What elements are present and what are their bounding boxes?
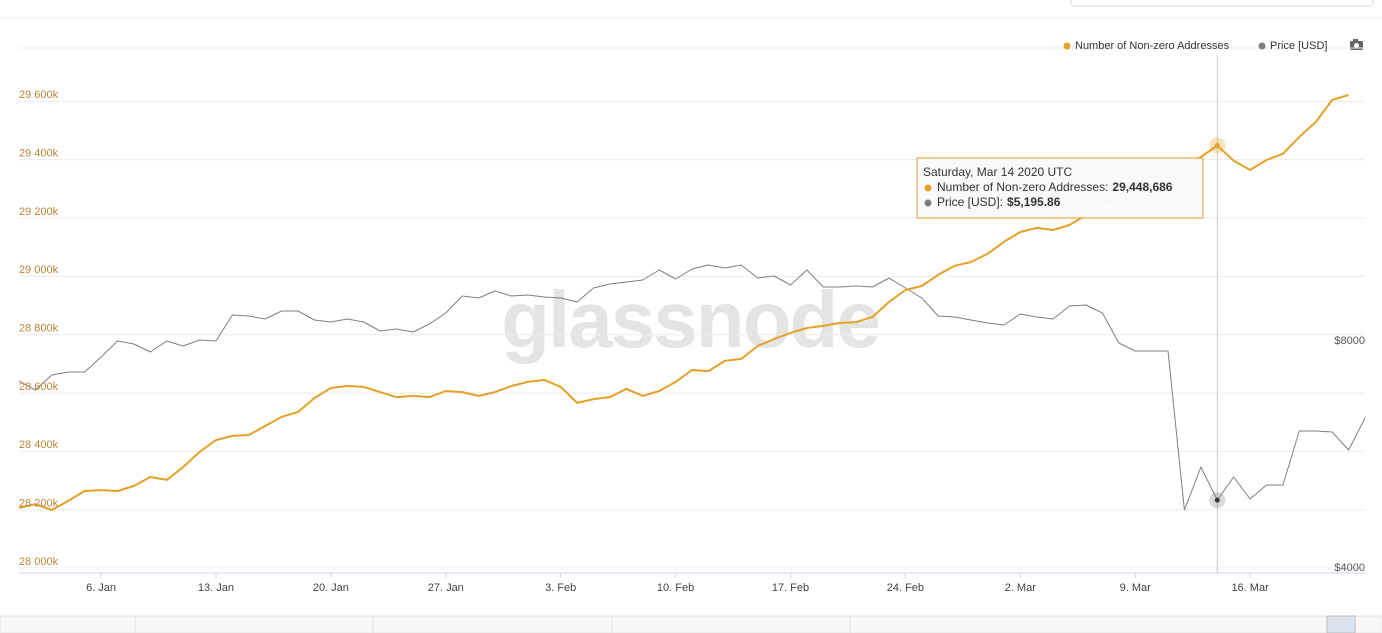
tooltip-value: $5,195.86 (1007, 195, 1061, 209)
x-tick-label: 13. Jan (198, 582, 234, 594)
legend-label[interactable]: Price [USD] (1270, 40, 1327, 52)
x-tick-label: 3. Feb (545, 582, 576, 594)
legend-marker (1063, 42, 1071, 50)
y-tick-label: 28 800k (19, 323, 59, 335)
legend-label[interactable]: Number of Non-zero Addresses (1075, 40, 1230, 52)
y-tick-label: 29 000k (19, 264, 59, 276)
y-tick-label: 29 400k (19, 148, 59, 160)
y2-tick-label: $8000 (1334, 335, 1365, 347)
tooltip-row: Price [USD]: $5,195.86 (937, 195, 1061, 209)
x-tick-label: 9. Mar (1120, 582, 1152, 594)
tooltip-label: Price [USD]: (937, 195, 1003, 209)
x-tick-label: 2. Mar (1005, 582, 1037, 594)
y-tick-label: 29 600k (19, 89, 59, 101)
x-tick-label: 10. Feb (657, 582, 694, 594)
x-tick-label: 24. Feb (887, 582, 924, 594)
header-select[interactable] (1070, 0, 1374, 7)
x-tick-label: 27. Jan (428, 582, 464, 594)
x-tick-label: 6. Jan (86, 582, 116, 594)
legend: Number of Non-zero Addresses Price [USD] (1063, 40, 1327, 52)
tooltip-label: Number of Non-zero Addresses: (937, 180, 1108, 194)
legend-marker (1258, 42, 1266, 50)
y-tick-label: 28 400k (19, 439, 59, 451)
navigator[interactable] (0, 615, 1382, 633)
tooltip-marker (924, 184, 932, 192)
grid (19, 47, 1365, 578)
y-tick-label: 28 600k (19, 381, 59, 393)
x-tick-label: 16. Mar (1231, 582, 1269, 594)
y-tick-label: 28 200k (19, 498, 59, 510)
y2-tick-label: $4000 (1334, 562, 1365, 574)
tooltip-value: 29,448,686 (1112, 180, 1172, 194)
tooltip-row: Number of Non-zero Addresses: 29,448,686 (937, 180, 1173, 194)
y-tick-label: 29 200k (19, 206, 59, 218)
x-tick-label: 17. Feb (772, 582, 809, 594)
y-tick-label: 28 000k (19, 556, 59, 568)
hover-point (1214, 497, 1220, 503)
tooltip-title: Saturday, Mar 14 2020 UTC (923, 165, 1073, 179)
x-tick-label: 20. Jan (313, 582, 349, 594)
hover-point (1214, 142, 1220, 148)
series-line (18, 264, 1366, 511)
watermark: glassnode (501, 275, 879, 364)
tooltip-box (916, 157, 1204, 219)
tooltip-marker (924, 199, 932, 207)
